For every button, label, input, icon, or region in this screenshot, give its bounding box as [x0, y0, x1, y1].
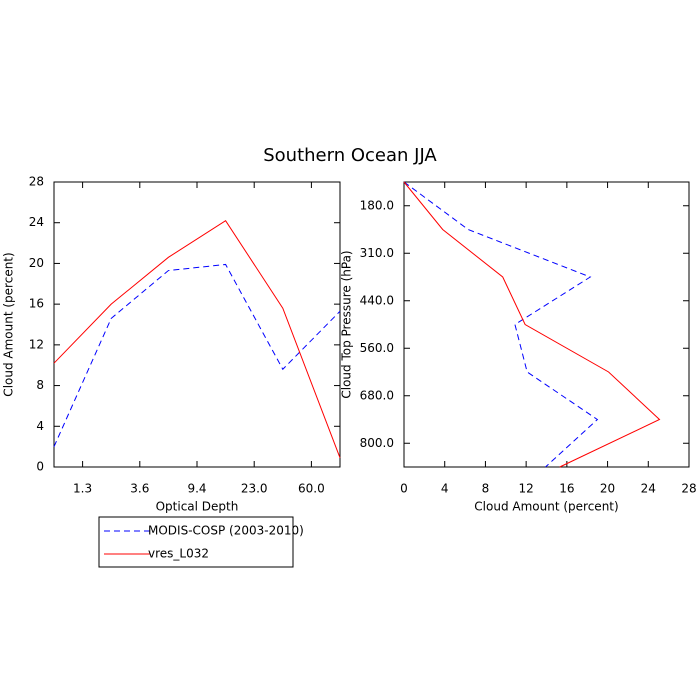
y-tick-label: 0: [36, 460, 44, 474]
x-tick-label: 8: [482, 482, 490, 496]
y-tick-label: 8: [36, 378, 44, 392]
data-line: [53, 263, 341, 447]
y-tick-label: 16: [29, 297, 44, 311]
y-tick-label: 310.0: [360, 246, 394, 260]
x-tick-label: 1.3: [73, 482, 92, 496]
x-tick-label: 24: [641, 482, 656, 496]
y-tick-label: 440.0: [360, 293, 394, 307]
plot-frame: [403, 181, 690, 468]
y-tick-label: 28: [29, 175, 44, 189]
data-line: [403, 181, 599, 468]
y-tick-label: 20: [29, 256, 44, 270]
y-tick-label: 4: [36, 419, 44, 433]
x-tick-label: 28: [681, 482, 696, 496]
x-axis-label: Cloud Amount (percent): [474, 500, 618, 514]
y-tick-label: 560.0: [360, 341, 394, 355]
x-tick-label: 16: [559, 482, 574, 496]
x-tick-label: 23.0: [241, 482, 268, 496]
x-tick-label: 12: [519, 482, 534, 496]
x-tick-label: 0: [400, 482, 408, 496]
y-tick-label: 680.0: [360, 388, 394, 402]
data-line: [403, 181, 661, 468]
chart-title: Southern Ocean JJA: [263, 145, 437, 166]
x-tick-label: 20: [600, 482, 615, 496]
y-tick-label: 12: [29, 337, 44, 351]
x-axis-label: Optical Depth: [156, 500, 239, 514]
plot-frame: [53, 181, 341, 468]
legend-box: [98, 516, 294, 568]
x-tick-label: 60.0: [298, 482, 325, 496]
y-axis-label: Cloud Top Pressure (hPa): [340, 250, 354, 398]
x-tick-label: 9.4: [187, 482, 206, 496]
x-tick-label: 3.6: [130, 482, 149, 496]
data-line: [53, 219, 341, 459]
legend-label: vres_L032: [148, 547, 209, 561]
y-tick-label: 24: [29, 215, 44, 229]
y-axis-label: Cloud Amount (percent): [2, 252, 16, 396]
y-tick-label: 180.0: [360, 198, 394, 212]
legend-label: MODIS-COSP (2003-2010): [148, 524, 304, 538]
y-tick-label: 800.0: [360, 436, 394, 450]
x-tick-label: 4: [441, 482, 449, 496]
